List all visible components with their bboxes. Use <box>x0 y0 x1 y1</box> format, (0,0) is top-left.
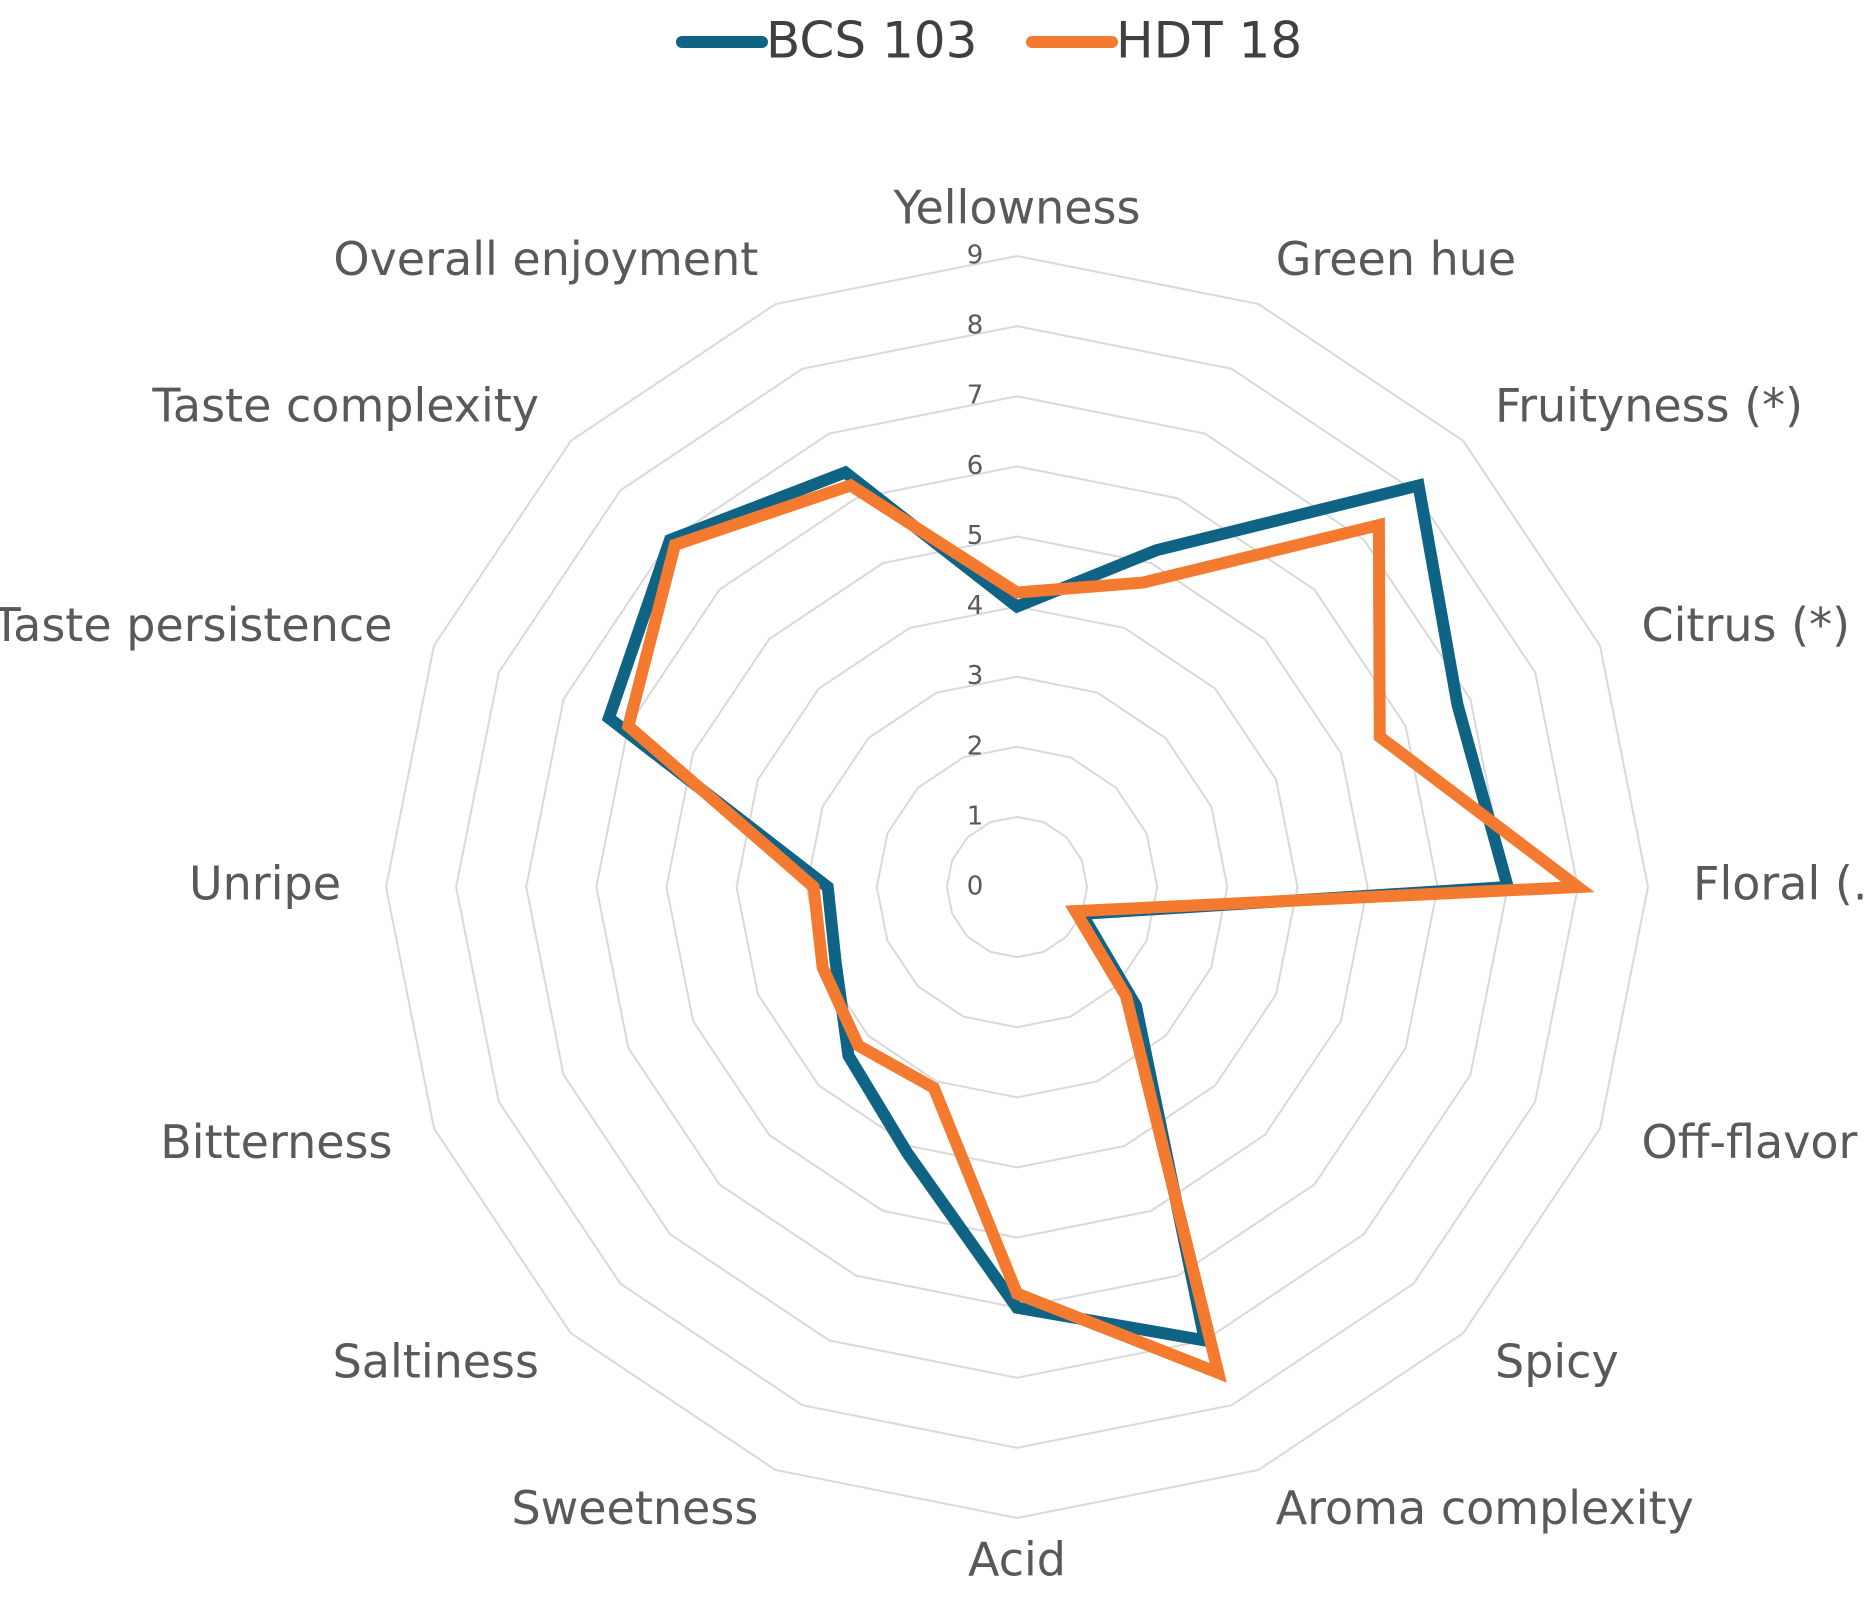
grid-line <box>665 535 1369 1239</box>
category-label: Citrus (*) <box>1642 598 1850 652</box>
grid-line <box>455 325 1579 1449</box>
y-tick-label: 7 <box>967 381 984 411</box>
category-label: Aroma complexity <box>1276 1481 1694 1535</box>
category-label: Yellowness <box>892 181 1140 235</box>
grid-line <box>945 815 1089 959</box>
category-label: Saltiness <box>333 1335 539 1389</box>
y-tick-label: 4 <box>967 591 984 621</box>
category-label: Taste persistence <box>0 598 392 652</box>
category-label: Acid <box>968 1533 1066 1587</box>
category-label: Fruityness (*) <box>1495 378 1803 432</box>
y-tick-label: 3 <box>967 661 984 691</box>
category-label: Spicy <box>1495 1335 1619 1389</box>
grid-line <box>525 395 1509 1379</box>
grid-line <box>875 745 1159 1029</box>
grid-line <box>735 605 1299 1169</box>
category-label: Taste complexity <box>151 378 539 432</box>
grid-line <box>805 675 1229 1099</box>
y-tick-label: 9 <box>967 241 984 271</box>
y-tick-label: 5 <box>967 521 984 551</box>
legend-label: BCS 103 <box>766 12 977 70</box>
category-label: Floral (.) <box>1693 857 1870 911</box>
y-tick-label: 1 <box>967 801 984 831</box>
y-tick-label: 2 <box>967 731 984 761</box>
category-label: Green hue <box>1276 232 1517 286</box>
category-label: Overall enjoyment <box>333 232 758 286</box>
category-label: Off-flavor <box>1642 1115 1858 1169</box>
category-label: Bitterness <box>160 1115 392 1169</box>
series-line <box>601 465 1516 1348</box>
category-label: Sweetness <box>511 1481 758 1535</box>
y-tick-label: 8 <box>967 311 984 341</box>
y-tick-label: 0 <box>967 872 984 902</box>
grid-line <box>384 254 1650 1520</box>
category-label: Unripe <box>189 857 341 911</box>
series-line <box>621 478 1595 1383</box>
legend-label: HDT 18 <box>1116 12 1302 70</box>
y-tick-label: 6 <box>967 451 984 481</box>
